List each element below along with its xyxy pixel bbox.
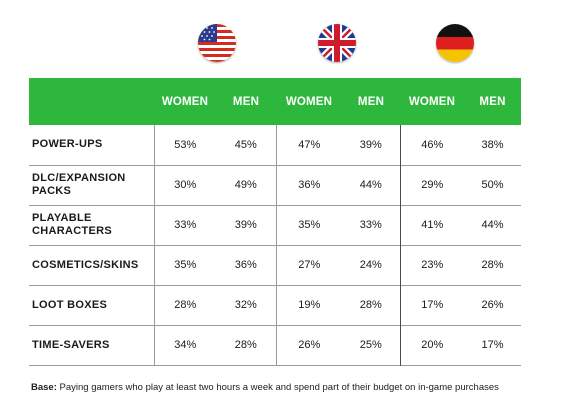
table-row: PLAYABLE CHARACTERS 33% 39% 35% 33% 41% …	[29, 205, 521, 245]
row-label: DLC/EXPANSION PACKS	[32, 172, 126, 197]
table-cell: 34%	[153, 325, 216, 365]
table-cell: 19%	[275, 285, 342, 325]
table-cell: 36%	[275, 165, 342, 205]
row-label: LOOT BOXES	[32, 298, 108, 311]
table-cell: 27%	[275, 245, 342, 285]
table-cell: 32%	[234, 299, 257, 311]
table-cell: 36%	[234, 259, 257, 271]
row-label: COSMETICS/SKINS	[32, 258, 139, 271]
table-cell: 35%	[275, 205, 342, 245]
table-row: LOOT BOXES 28% 32% 19% 28% 17% 26%	[29, 285, 521, 325]
us-flag-icon	[198, 24, 236, 62]
table-cell: 45%	[234, 138, 257, 151]
table-cell: 28%	[359, 299, 382, 311]
uk-flag-icon	[318, 24, 356, 62]
table-cell: 33%	[153, 205, 216, 245]
table-cell: 17%	[399, 285, 464, 325]
header-de-men: MEN	[479, 95, 506, 108]
table-cell: 44%	[481, 219, 504, 231]
table-cell: 47%	[275, 125, 342, 165]
header-uk-men: MEN	[357, 95, 385, 108]
table-cell: 29%	[399, 165, 464, 205]
table-cell: 50%	[481, 179, 504, 191]
table-cell: 28%	[481, 259, 504, 271]
table-header-row: WOMEN MEN WOMEN MEN WOMEN MEN	[29, 78, 521, 125]
table-cell: 17%	[481, 339, 504, 351]
row-label: POWER-UPS	[32, 138, 103, 151]
footnote-label: Base:	[31, 382, 57, 393]
table-cell: 28%	[153, 285, 216, 325]
table-cell: 23%	[399, 245, 464, 285]
table-cell: 46%	[399, 125, 464, 165]
table-row: COSMETICS/SKINS 35% 36% 27% 24% 23% 28%	[29, 245, 521, 285]
footnote-text: Paying gamers who play at least two hour…	[56, 382, 499, 393]
table-row: POWER-UPS 53% 45% 47% 39% 46% 38%	[29, 125, 521, 165]
header-empty	[29, 78, 154, 125]
table-row: DLC/EXPANSION PACKS 30% 49% 36% 44% 29% …	[29, 165, 521, 205]
table-cell: 24%	[359, 259, 382, 271]
row-label: TIME-SAVERS	[32, 338, 110, 351]
table-cell: 41%	[399, 205, 464, 245]
table-cell: 26%	[275, 325, 342, 365]
header-uk-women: WOMEN	[285, 95, 333, 108]
table-row: TIME-SAVERS 34% 28% 26% 25% 20% 17%	[29, 325, 521, 365]
table-cell: 39%	[359, 138, 382, 151]
table-cell: 30%	[153, 165, 216, 205]
table-cell: 39%	[234, 219, 257, 231]
header-us-women: WOMEN	[161, 95, 209, 108]
in-game-purchases-table: WOMEN MEN WOMEN MEN WOMEN MEN POWER-UPS …	[29, 78, 521, 366]
table-cell: 35%	[153, 245, 216, 285]
table-cell: 28%	[234, 339, 257, 351]
table-cell: 20%	[399, 325, 464, 365]
table-cell: 44%	[359, 179, 382, 191]
table-cell: 49%	[234, 179, 257, 191]
table-cell: 33%	[359, 219, 382, 231]
header-us-men: MEN	[232, 95, 260, 108]
germany-flag-icon	[436, 24, 474, 62]
table-cell: 25%	[359, 339, 382, 351]
row-label: PLAYABLE CHARACTERS	[32, 212, 112, 237]
header-de-women: WOMEN	[408, 95, 456, 108]
table-cell: 38%	[481, 138, 504, 151]
table-cell: 26%	[481, 299, 504, 311]
country-flags	[0, 24, 583, 70]
table-cell: 53%	[153, 125, 216, 165]
footnote: Base: Paying gamers who play at least tw…	[31, 382, 511, 394]
